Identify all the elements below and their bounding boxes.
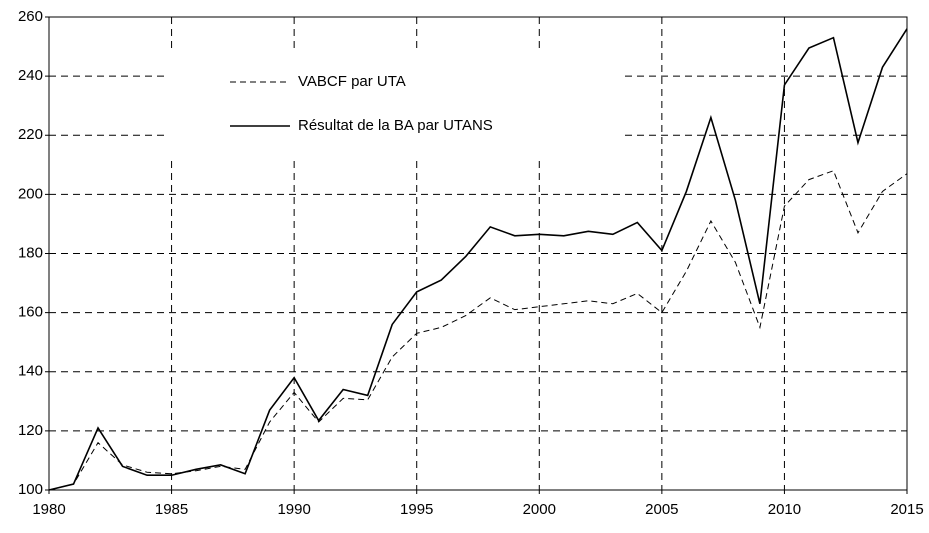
legend-label: VABCF par UTA	[298, 73, 406, 90]
y-tick-label: 180	[18, 244, 43, 261]
y-tick-label: 200	[18, 185, 43, 202]
y-tick-label: 260	[18, 8, 43, 25]
series-line	[48, 170, 908, 491]
y-tick-label: 240	[18, 67, 43, 84]
x-tick-label: 2015	[890, 501, 923, 518]
legend-label: Résultat de la BA par UTANS	[298, 117, 493, 134]
y-tick-label: 140	[18, 363, 43, 380]
y-tick-label: 160	[18, 304, 43, 321]
legend-box	[168, 48, 623, 156]
series-line	[48, 28, 908, 491]
y-tick-label: 220	[18, 126, 43, 143]
x-tick-label: 1990	[277, 501, 310, 518]
x-tick-label: 2010	[768, 501, 801, 518]
x-tick-label: 1995	[400, 501, 433, 518]
x-tick-label: 2000	[523, 501, 556, 518]
y-tick-label: 100	[18, 481, 43, 498]
x-tick-label: 2005	[645, 501, 678, 518]
x-tick-label: 1980	[32, 501, 65, 518]
x-tick-label: 1985	[155, 501, 188, 518]
y-tick-label: 120	[18, 422, 43, 439]
plot-frame	[48, 16, 908, 491]
